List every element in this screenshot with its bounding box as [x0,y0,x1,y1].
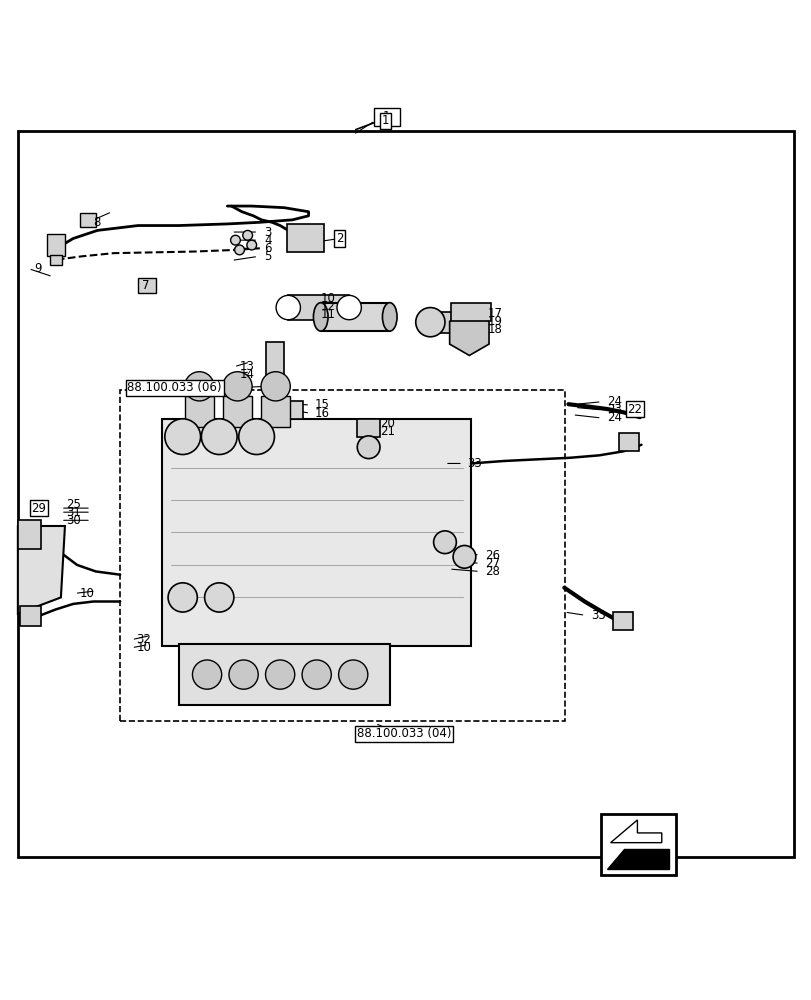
Circle shape [357,436,380,459]
Circle shape [247,240,256,250]
Polygon shape [610,820,661,843]
Text: 10: 10 [79,587,94,600]
Circle shape [201,419,237,455]
Text: 1: 1 [381,114,389,127]
Bar [261,396,290,427]
Bar [600,814,675,875]
Bar [18,520,41,549]
Text: 17: 17 [487,307,501,320]
Text: 24: 24 [607,395,621,408]
Bar [50,255,62,265]
Text: 15: 15 [315,398,329,411]
Ellipse shape [313,303,328,331]
Circle shape [415,308,444,337]
Polygon shape [610,820,661,843]
Bar [357,419,380,437]
Text: 7: 7 [142,279,149,292]
Text: 33: 33 [466,457,481,470]
Polygon shape [18,526,65,614]
Text: 26: 26 [485,549,500,562]
Circle shape [204,583,234,612]
Bar [20,606,41,626]
Text: 32: 32 [136,633,151,646]
Text: 8: 8 [93,216,101,229]
Bar [450,303,491,321]
Bar [288,295,349,320]
FancyBboxPatch shape [286,224,324,252]
Text: 88.100.033 (06): 88.100.033 (06) [127,381,221,394]
Text: 1: 1 [382,110,390,123]
Text: 25: 25 [67,498,81,511]
Text: 23: 23 [607,403,621,416]
Bar [266,342,284,386]
Text: 88.100.033 (04): 88.100.033 (04) [357,727,451,740]
Text: 29: 29 [32,502,46,515]
Circle shape [165,419,200,455]
Text: 4: 4 [264,234,271,247]
Bar [618,433,638,451]
Text: 10: 10 [136,641,151,654]
Text: 24: 24 [607,411,621,424]
Text: 30: 30 [67,514,81,527]
Circle shape [238,419,274,455]
Polygon shape [266,386,284,398]
Circle shape [453,545,475,568]
Text: 20: 20 [380,417,394,430]
Text: 19: 19 [487,315,501,328]
Text: 12: 12 [320,300,335,313]
Text: 27: 27 [485,557,500,570]
Text: 5: 5 [264,250,271,263]
Bar [120,390,564,721]
Circle shape [265,660,294,689]
Text: 13: 13 [239,360,254,373]
Text: 11: 11 [320,308,335,321]
Text: 10: 10 [320,292,335,305]
Text: 18: 18 [487,323,501,336]
Bar [18,131,793,857]
Circle shape [229,660,258,689]
Text: 28: 28 [485,565,500,578]
Bar [612,612,633,630]
Circle shape [261,372,290,401]
Circle shape [242,230,252,240]
Bar [280,401,303,419]
Ellipse shape [382,303,397,331]
Text: 33: 33 [590,609,605,622]
Text: 6: 6 [264,242,271,255]
Bar [223,396,251,427]
Circle shape [337,295,361,320]
Bar [185,396,213,427]
Bar [162,419,470,646]
Text: 9: 9 [34,262,41,275]
Text: 3: 3 [264,226,271,239]
Circle shape [185,372,214,401]
Text: 2: 2 [335,232,343,245]
Circle shape [192,660,221,689]
Circle shape [276,295,300,320]
Circle shape [222,372,251,401]
Bar [79,213,96,227]
Text: 22: 22 [627,403,642,416]
Bar [420,312,453,333]
Polygon shape [607,849,668,869]
Text: 21: 21 [380,425,394,438]
Text: 14: 14 [239,368,254,381]
Bar [138,278,156,293]
Bar [178,644,389,705]
Circle shape [230,235,240,245]
Bar [320,303,389,331]
Circle shape [234,245,244,255]
FancyBboxPatch shape [373,108,399,126]
Circle shape [168,583,197,612]
Bar [47,234,65,256]
Text: 31: 31 [67,506,81,519]
Circle shape [338,660,367,689]
Text: 16: 16 [315,407,329,420]
Circle shape [302,660,331,689]
Circle shape [433,531,456,554]
